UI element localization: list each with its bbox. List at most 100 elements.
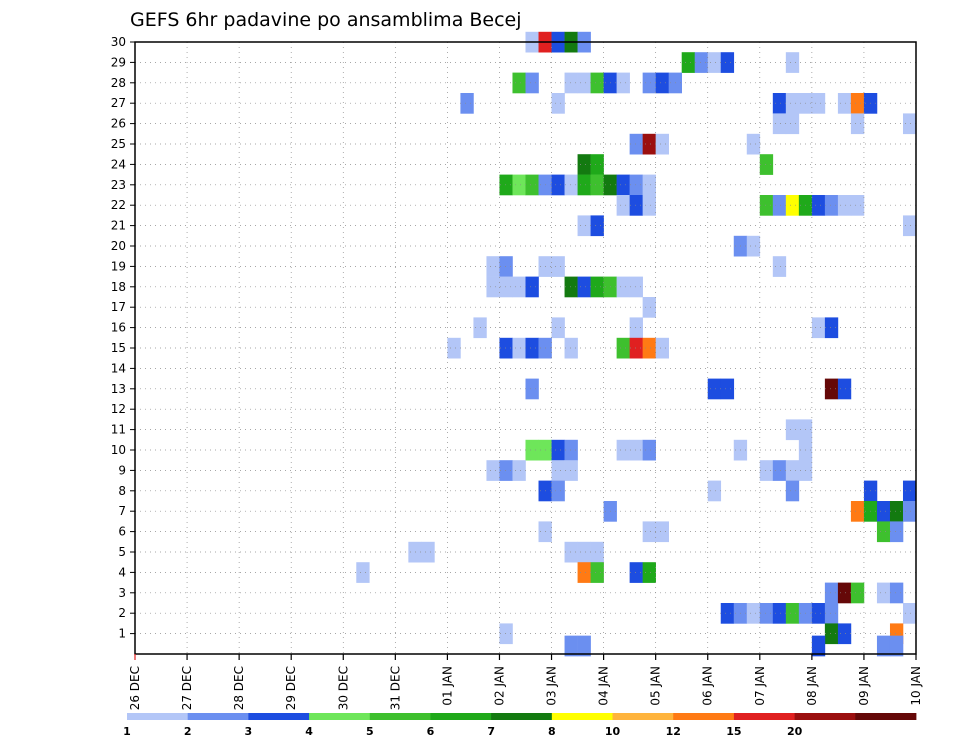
heatmap-cell [785,460,800,481]
heatmap-cell [525,439,539,461]
y-tick-label: 27 [111,96,126,110]
x-tick-label: 04 JAN [597,666,611,706]
heatmap-cell [564,439,578,461]
heatmap-cell [837,93,852,114]
heatmap-cell [772,113,787,135]
heatmap-cell [629,133,643,155]
y-tick-label: 4 [118,565,126,579]
heatmap-cell [577,72,591,94]
heatmap-cell [512,460,526,481]
heatmap-cell [837,195,852,216]
legend-swatch [248,713,310,720]
y-tick-label: 2 [118,606,126,620]
y-tick-label: 25 [111,137,126,151]
heatmap-cell [486,256,500,277]
y-tick-label: 16 [111,321,126,335]
y-tick-label: 20 [111,239,126,253]
y-tick-label: 1 [118,627,126,641]
heatmap-cell [642,297,656,318]
heatmap-cell [824,317,839,339]
heatmap-cell [746,235,761,257]
legend-label: 3 [245,725,253,738]
heatmap-cell [772,603,787,624]
legend-label: 7 [487,725,495,738]
x-tick-label: 05 JAN [649,666,663,706]
heatmap-cell [577,276,591,298]
heatmap-cell [642,562,656,583]
heatmap-cell [850,501,865,522]
y-tick-label: 7 [118,504,126,518]
heatmap-cell [616,276,630,298]
heatmap-cell [512,337,526,359]
heatmap-cell [811,93,826,114]
legend-swatch [369,713,431,720]
y-tick-label: 13 [111,382,126,396]
heatmap-cell [759,154,774,175]
heatmap-cell [590,541,604,563]
heatmap-cell [564,635,578,657]
heatmap-cell [577,562,591,583]
heatmap-cell [902,603,917,624]
legend-label: 10 [605,725,621,738]
heatmap-cell [772,256,787,277]
heatmap-cell [629,337,643,359]
heatmap-cell [616,195,630,216]
heatmap-cell [642,337,656,359]
legend-swatch [127,713,189,720]
heatmap-cell [460,93,474,114]
y-tick-label: 22 [111,198,126,212]
heatmap-cell [616,72,630,94]
x-tick-label: 09 JAN [857,666,871,706]
heatmap-cell [616,174,630,196]
chart-title: GEFS 6hr padavine po ansamblima Becej [130,9,522,31]
legend-swatch [551,713,613,720]
heatmap-cell [551,317,565,339]
heatmap-cell [577,541,591,563]
y-tick-label: 9 [118,463,126,477]
x-tick-label: 07 JAN [753,666,767,706]
y-tick-label: 12 [111,402,126,416]
heatmap-cell [759,603,774,624]
heatmap-cell [759,460,774,481]
heatmap-cell [655,133,669,155]
heatmap-cell [642,195,656,216]
y-tick-label: 19 [111,259,126,273]
heatmap-cell [850,195,865,216]
x-tick-label: 02 JAN [492,666,506,706]
heatmap-cell [629,195,643,216]
legend-label: 20 [787,725,803,738]
heatmap-cell [837,582,852,604]
heatmap-cell [551,439,565,461]
heatmap-cell [629,439,643,461]
x-tick-label: 30 DEC [336,666,350,710]
heatmap-cell [590,276,604,298]
heatmap-cell [876,582,891,604]
y-tick-label: 30 [111,35,126,49]
heatmap-cell [577,635,591,657]
heatmap-cell [720,603,735,624]
heatmap-cell [876,501,891,522]
heatmap-cell [889,582,904,604]
heatmap-cell [876,521,891,543]
heatmap-cell [850,582,865,604]
heatmap-cell [772,460,787,481]
heatmap-cell [629,317,643,339]
heatmap-cell [707,378,722,400]
heatmap-cell [785,195,800,216]
heatmap-cell [525,174,539,196]
heatmap-cell [837,378,852,400]
legend-label: 2 [184,725,192,738]
heatmap-cell [772,195,787,216]
heatmap-cell [577,154,591,175]
heatmap-cell [577,215,591,237]
heatmap-cell [642,72,656,94]
heatmap-cell [902,480,917,502]
heatmap-cell [564,460,578,481]
heatmap-cell [512,276,526,298]
y-tick-label: 28 [111,76,126,90]
heatmap-cell [681,52,696,73]
heatmap-cell [642,174,656,196]
heatmap-cell [850,113,865,135]
heatmap-cell [655,521,669,543]
heatmap-cell [902,215,917,237]
